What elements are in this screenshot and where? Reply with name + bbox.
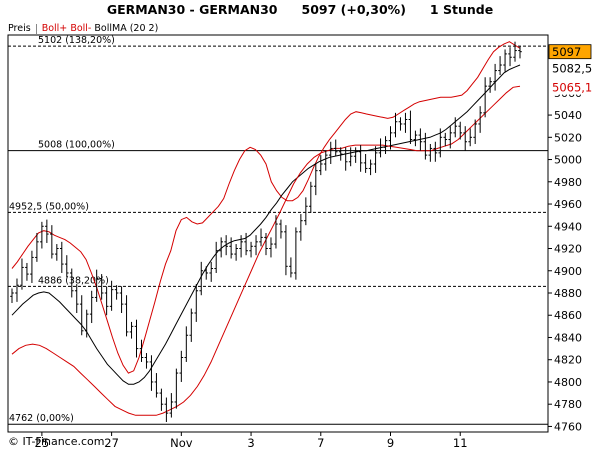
legend-boll-minus: Boll-: [70, 23, 92, 34]
plot-frame: [7, 34, 549, 433]
y-tick-label: 4940: [554, 220, 582, 233]
price-change-label: 5097 (+0,30%): [301, 2, 406, 17]
y-tick-label: 4860: [554, 309, 582, 322]
price-label-2: 5065,1: [552, 81, 592, 95]
bollinger-bands: [11, 41, 521, 416]
fib-label-3: 4886 (38,20%): [38, 275, 109, 286]
fib-label-2: 4952,5 (50,00%): [9, 201, 89, 212]
y-tick-label: 5040: [554, 109, 582, 122]
price-label-1: 5082,5: [552, 61, 592, 75]
y-tick-label: 4960: [554, 198, 582, 211]
x-tick-label: Nov: [170, 436, 193, 450]
fib-label-1: 5008 (100,00%): [38, 140, 115, 151]
x-axis: 25 27 Nov 3 7 9 11: [35, 432, 468, 450]
copyright-text: © IT-Finance.com: [8, 435, 105, 448]
y-tick-label: 4800: [554, 376, 582, 389]
x-tick-label: 27: [104, 436, 119, 450]
y-tick-label: 4980: [554, 176, 582, 189]
x-tick-label: 25: [35, 436, 50, 450]
y-tick-label: 5000: [554, 154, 582, 167]
chart-title: GERMAN30 - GERMAN30 5097 (+0,30%) 1 Stunde: [0, 2, 600, 17]
price-labels: 5097 5082,5 5065,1: [548, 44, 592, 95]
price-label-0: 5097: [552, 45, 581, 59]
price-bars: [10, 41, 522, 422]
y-tick-label: 4880: [554, 287, 582, 300]
price-label-bg: [548, 60, 592, 76]
price-label-bg: [548, 79, 592, 95]
y-tick-label: 4760: [554, 420, 582, 433]
y-tick-label: 5020: [554, 131, 582, 144]
legend-preis: Preis: [8, 23, 31, 34]
last-price-box: [548, 44, 592, 60]
fibonacci-levels: 5102 (138,20%) 5008 (100,00%) 4952,5 (50,0…: [8, 35, 548, 425]
interval-label: 1 Stunde: [429, 2, 494, 17]
x-tick-label: 7: [317, 436, 324, 450]
fib-label-4: 4762 (0,00%): [9, 413, 74, 424]
y-axis: 4760 4780 4800 4820 4840 4860 4880 4900 4920 4940…: [548, 65, 582, 433]
x-tick-label: 9: [387, 436, 394, 450]
legend-boll-plus: Boll+: [41, 23, 68, 34]
series-bollma: [11, 64, 521, 385]
legend-bollma: BollMA (20 2): [94, 23, 159, 34]
fib-label-0: 5102 (138,20%): [38, 35, 115, 46]
symbol-label: GERMAN30 - GERMAN30: [106, 2, 278, 17]
legend-separator: [35, 23, 37, 34]
legend: Preis Boll+ Boll- BollMA (20 2): [8, 23, 158, 34]
x-tick-label: 3: [247, 436, 254, 450]
x-tick-label: 11: [453, 436, 468, 450]
y-tick-label: 4820: [554, 354, 582, 367]
y-tick-label: 4920: [554, 243, 582, 256]
y-tick-label: 4900: [554, 265, 582, 278]
y-tick-label: 4780: [554, 398, 582, 411]
copyright: © IT-Finance.com: [8, 435, 105, 448]
y-tick-label: 4840: [554, 331, 582, 344]
